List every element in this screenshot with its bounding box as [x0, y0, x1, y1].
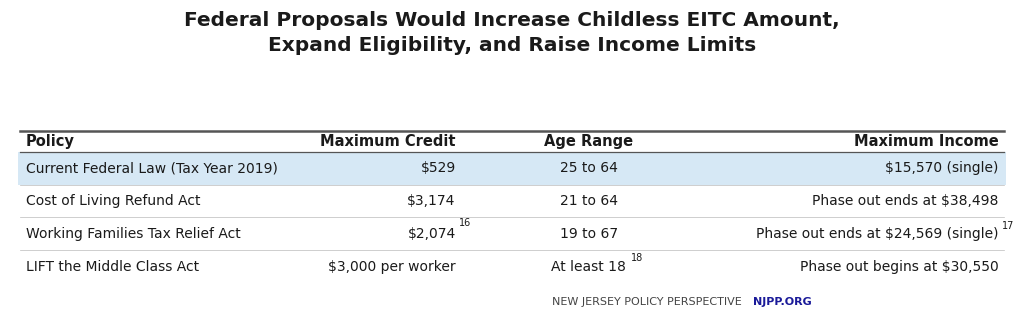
Text: 16: 16	[459, 218, 471, 228]
Text: Current Federal Law (Tax Year 2019): Current Federal Law (Tax Year 2019)	[26, 162, 278, 175]
Text: NJPP.ORG: NJPP.ORG	[753, 298, 811, 307]
Bar	[18, 152, 1006, 185]
Text: NEW JERSEY POLICY PERSPECTIVE: NEW JERSEY POLICY PERSPECTIVE	[552, 298, 753, 307]
Text: Phase out ends at $38,498: Phase out ends at $38,498	[812, 194, 998, 208]
Text: 19 to 67: 19 to 67	[560, 227, 617, 241]
Text: 25 to 64: 25 to 64	[560, 162, 617, 175]
Text: 18: 18	[632, 253, 644, 263]
Text: Maximum Income: Maximum Income	[854, 134, 998, 149]
Text: Maximum Credit: Maximum Credit	[321, 134, 456, 149]
Text: 17: 17	[1001, 221, 1014, 231]
Text: Working Families Tax Relief Act: Working Families Tax Relief Act	[26, 227, 241, 241]
Text: Age Range: Age Range	[544, 134, 634, 149]
Text: Federal Proposals Would Increase Childless EITC Amount,
Expand Eligibility, and : Federal Proposals Would Increase Childle…	[184, 11, 840, 56]
Text: $3,000 per worker: $3,000 per worker	[328, 260, 456, 273]
Text: $2,074: $2,074	[408, 227, 456, 241]
Text: 21 to 64: 21 to 64	[560, 194, 617, 208]
Text: Policy: Policy	[26, 134, 75, 149]
Text: $15,570 (single): $15,570 (single)	[885, 162, 998, 175]
Text: Phase out ends at $24,569 (single): Phase out ends at $24,569 (single)	[756, 227, 998, 241]
Text: LIFT the Middle Class Act: LIFT the Middle Class Act	[26, 260, 199, 273]
Text: $3,174: $3,174	[408, 194, 456, 208]
Text: Phase out begins at $30,550: Phase out begins at $30,550	[800, 260, 998, 273]
Text: $529: $529	[421, 162, 456, 175]
Text: Cost of Living Refund Act: Cost of Living Refund Act	[26, 194, 200, 208]
Text: At least 18: At least 18	[551, 260, 627, 273]
